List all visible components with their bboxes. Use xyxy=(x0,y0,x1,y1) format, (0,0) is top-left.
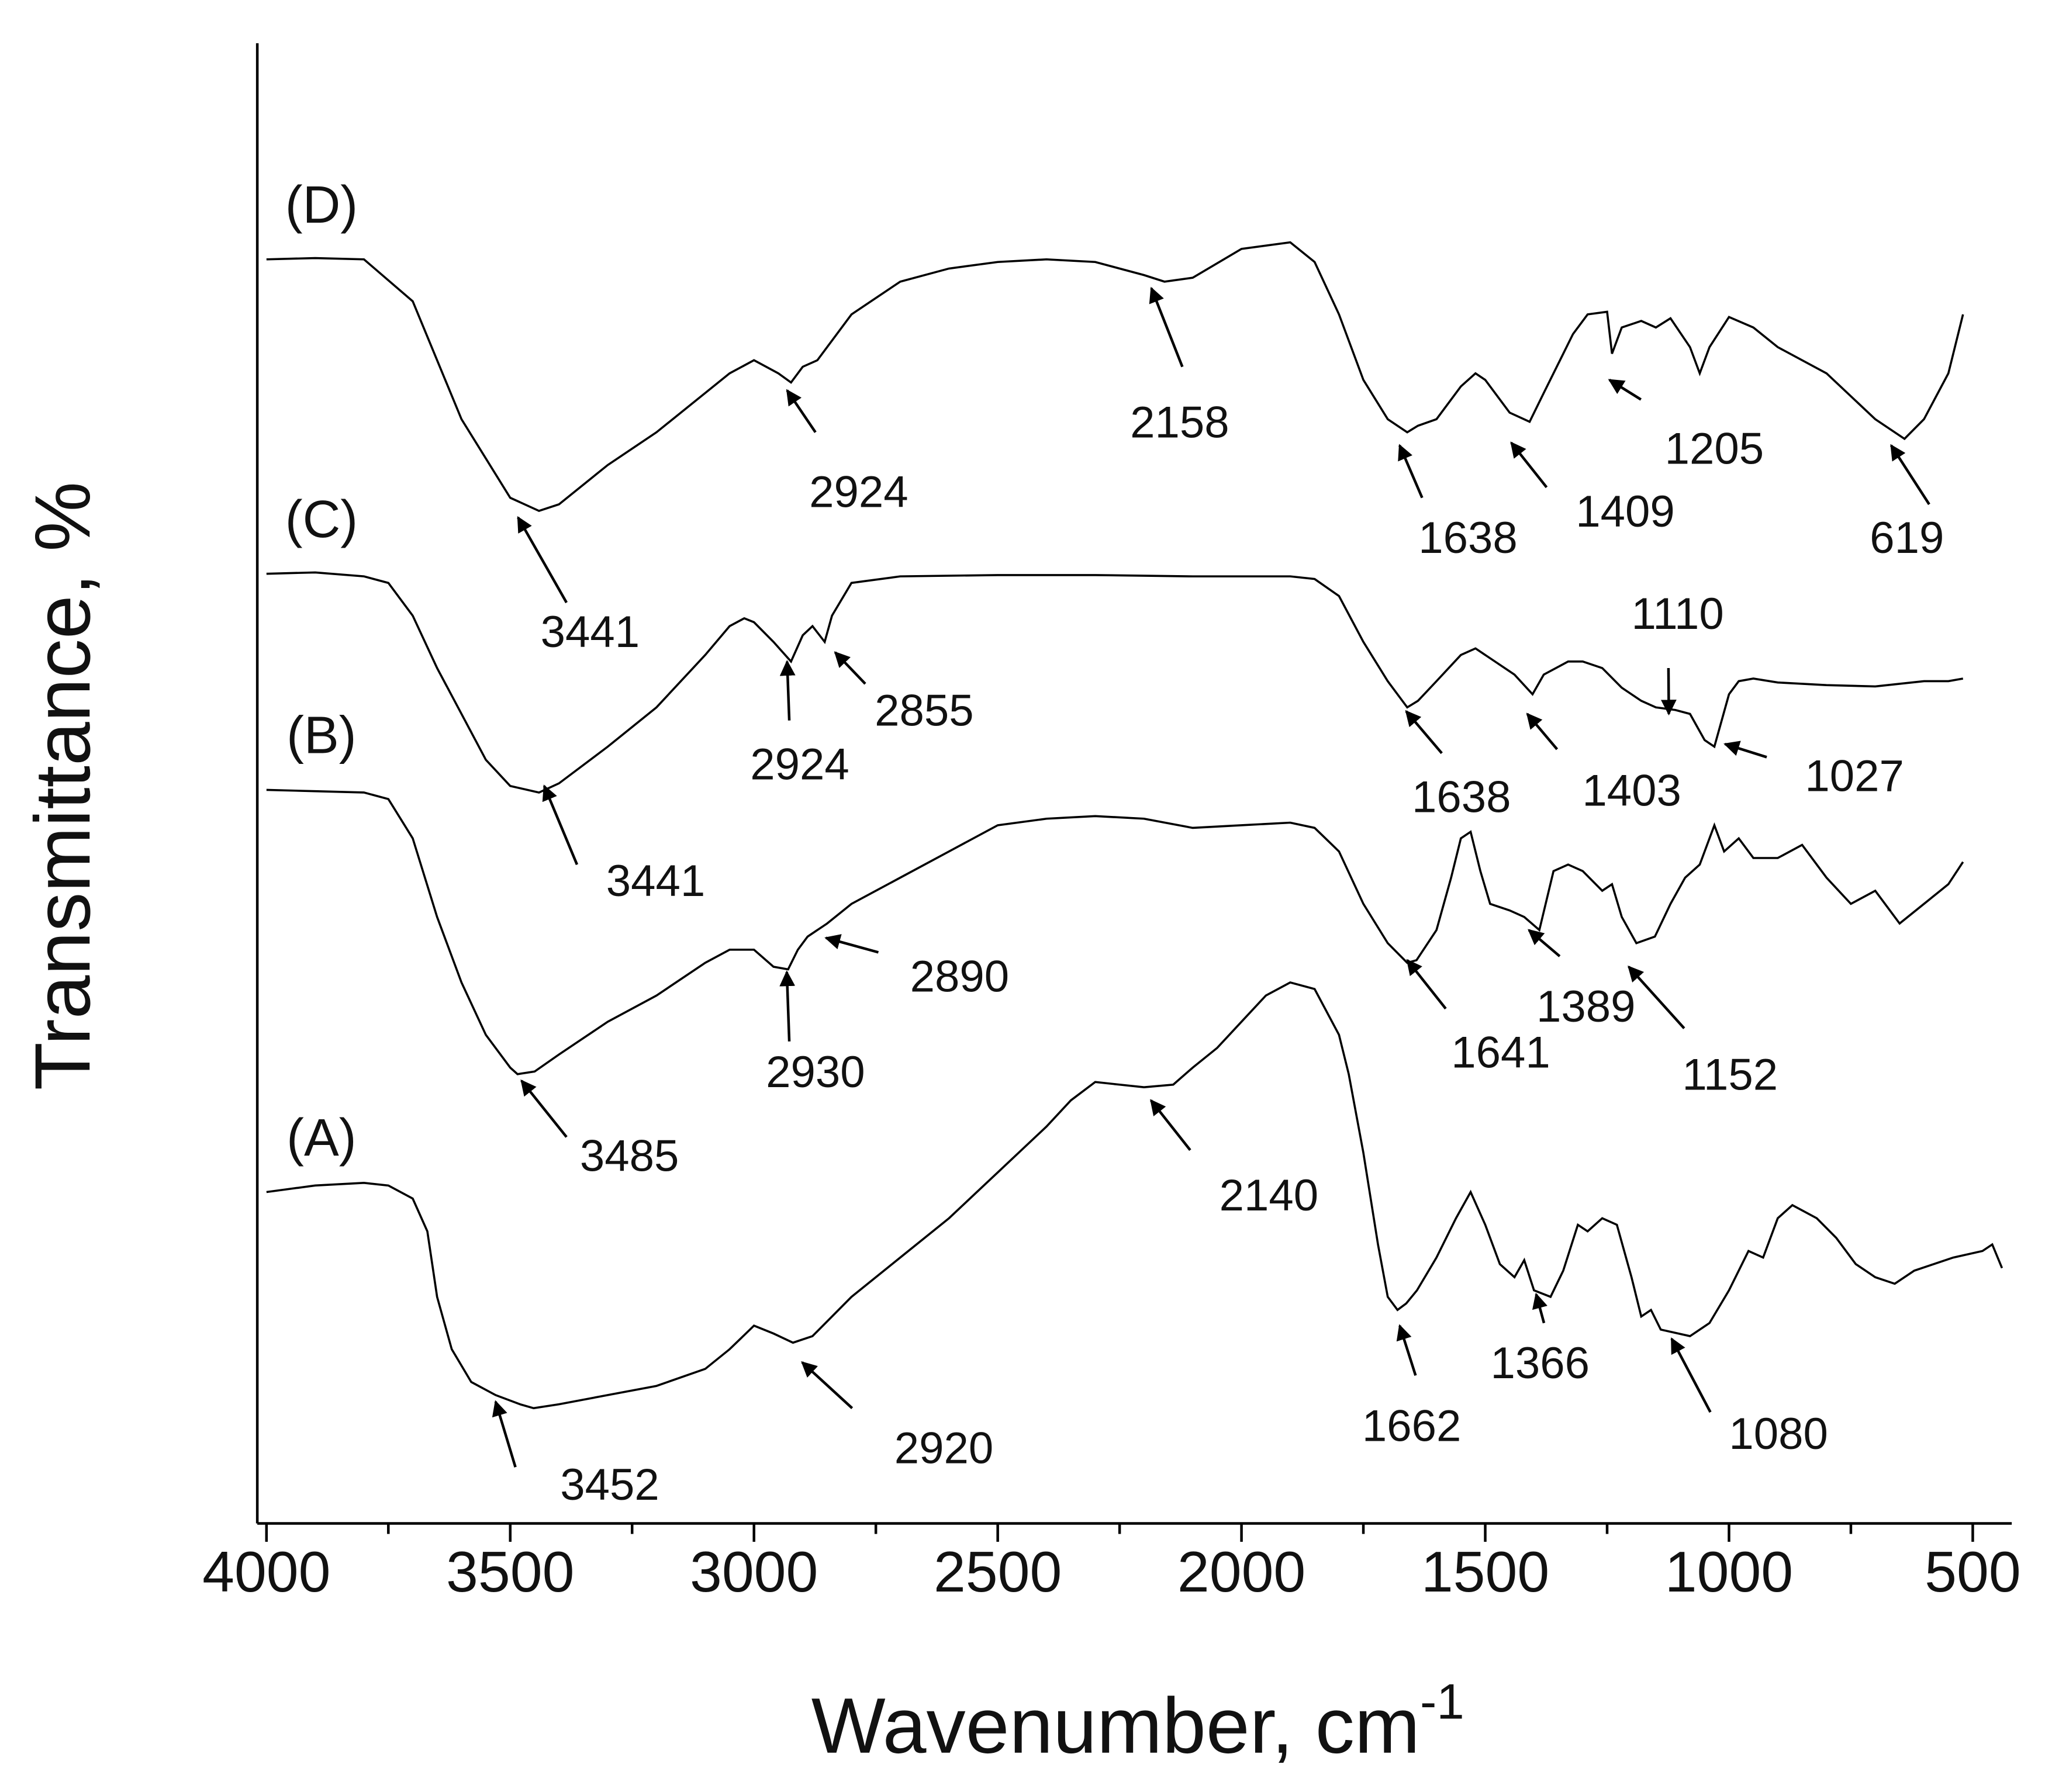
peak-label: 2855 xyxy=(875,686,973,736)
spectrum-line xyxy=(266,981,2003,1410)
peak-label: 1662 xyxy=(1362,1401,1462,1451)
peak-label: 2920 xyxy=(894,1423,994,1473)
spectrum-line xyxy=(266,788,1964,1075)
peak-label: 1641 xyxy=(1451,1028,1550,1078)
peak-label: 2924 xyxy=(809,467,908,517)
peak-arrow xyxy=(801,1361,854,1409)
y-axis-title: Transmittance, % xyxy=(19,482,106,1090)
peak-arrow xyxy=(1528,929,1561,957)
peak-arrow xyxy=(779,970,796,1042)
x-tick-label: 2500 xyxy=(934,1540,1062,1604)
peak-label: 3452 xyxy=(560,1460,659,1510)
peak-label: 1080 xyxy=(1729,1409,1828,1459)
peak-label: 1205 xyxy=(1665,424,1764,473)
peak-label: 2158 xyxy=(1130,398,1229,448)
peak-label: 1638 xyxy=(1418,513,1518,563)
series-label: (C) xyxy=(285,490,358,548)
x-axis-title-text: Wavenumber, cm xyxy=(811,1682,1420,1770)
peak-label: 2924 xyxy=(750,740,849,790)
series-label: (B) xyxy=(286,706,356,764)
peak-label: 1027 xyxy=(1805,752,1904,801)
peak-arrow xyxy=(1526,712,1559,750)
peak-label: 2140 xyxy=(1220,1171,1319,1220)
peak-label: 3485 xyxy=(580,1132,679,1181)
peak-arrow xyxy=(1149,1099,1191,1151)
peak-arrow xyxy=(1406,959,1447,1010)
peak-arrow xyxy=(1532,1292,1547,1324)
peak-label: 1389 xyxy=(1536,982,1636,1032)
peak-arrow xyxy=(834,651,866,685)
x-tick-label: 4000 xyxy=(202,1540,330,1604)
peak-label: 1409 xyxy=(1576,487,1675,537)
peak-arrow xyxy=(520,1079,568,1138)
peak-arrow xyxy=(1670,1337,1712,1413)
spectrum-line xyxy=(266,571,1964,794)
x-axis-title-superscript: -1 xyxy=(1420,1674,1464,1729)
peak-arrow xyxy=(779,660,796,721)
peak-label: 1366 xyxy=(1491,1338,1590,1388)
peak-arrow xyxy=(542,784,579,866)
peak-arrow xyxy=(1396,1324,1417,1376)
peak-arrow xyxy=(1510,441,1548,489)
peak-label: 1403 xyxy=(1582,766,1681,815)
x-tick-label: 3500 xyxy=(446,1540,574,1604)
peak-arrow xyxy=(1149,286,1184,368)
peak-arrow xyxy=(786,389,817,433)
x-tick-label: 1500 xyxy=(1421,1540,1549,1604)
x-tick-label: 1000 xyxy=(1665,1540,1793,1604)
peak-arrow xyxy=(1723,741,1767,759)
series-label: (A) xyxy=(286,1108,356,1167)
peak-label: 3441 xyxy=(606,856,706,906)
peak-arrow xyxy=(1608,379,1642,401)
spectrum-line xyxy=(266,241,1964,513)
series-label: (D) xyxy=(285,175,358,234)
x-tick-label: 3000 xyxy=(690,1540,818,1604)
peak-label: 1638 xyxy=(1412,773,1511,822)
peak-arrow xyxy=(1398,444,1424,499)
peak-arrow xyxy=(1889,444,1930,506)
peak-arrow xyxy=(1405,710,1443,755)
peak-label: 619 xyxy=(1870,513,1944,563)
x-tick-label: 2000 xyxy=(1177,1540,1305,1604)
peak-label: 1152 xyxy=(1682,1050,1778,1100)
peak-label: 2890 xyxy=(910,952,1010,1002)
peak-label: 3441 xyxy=(541,607,640,657)
peak-arrow xyxy=(1628,966,1685,1029)
peak-arrow xyxy=(824,934,879,954)
x-axis-title: Wavenumber, cm-1 xyxy=(811,1674,1464,1769)
peak-label: 2930 xyxy=(766,1047,865,1097)
x-tick-label: 500 xyxy=(1925,1540,2021,1604)
peak-arrow xyxy=(517,516,568,604)
peak-arrow xyxy=(492,1400,517,1468)
peak-label: 1110 xyxy=(1632,589,1724,639)
